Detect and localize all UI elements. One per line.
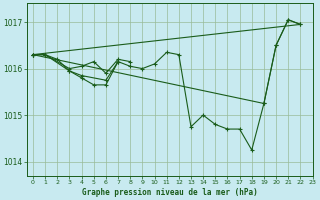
X-axis label: Graphe pression niveau de la mer (hPa): Graphe pression niveau de la mer (hPa) <box>82 188 258 197</box>
